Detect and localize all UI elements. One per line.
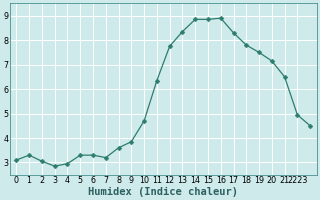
X-axis label: Humidex (Indice chaleur): Humidex (Indice chaleur): [88, 186, 238, 197]
